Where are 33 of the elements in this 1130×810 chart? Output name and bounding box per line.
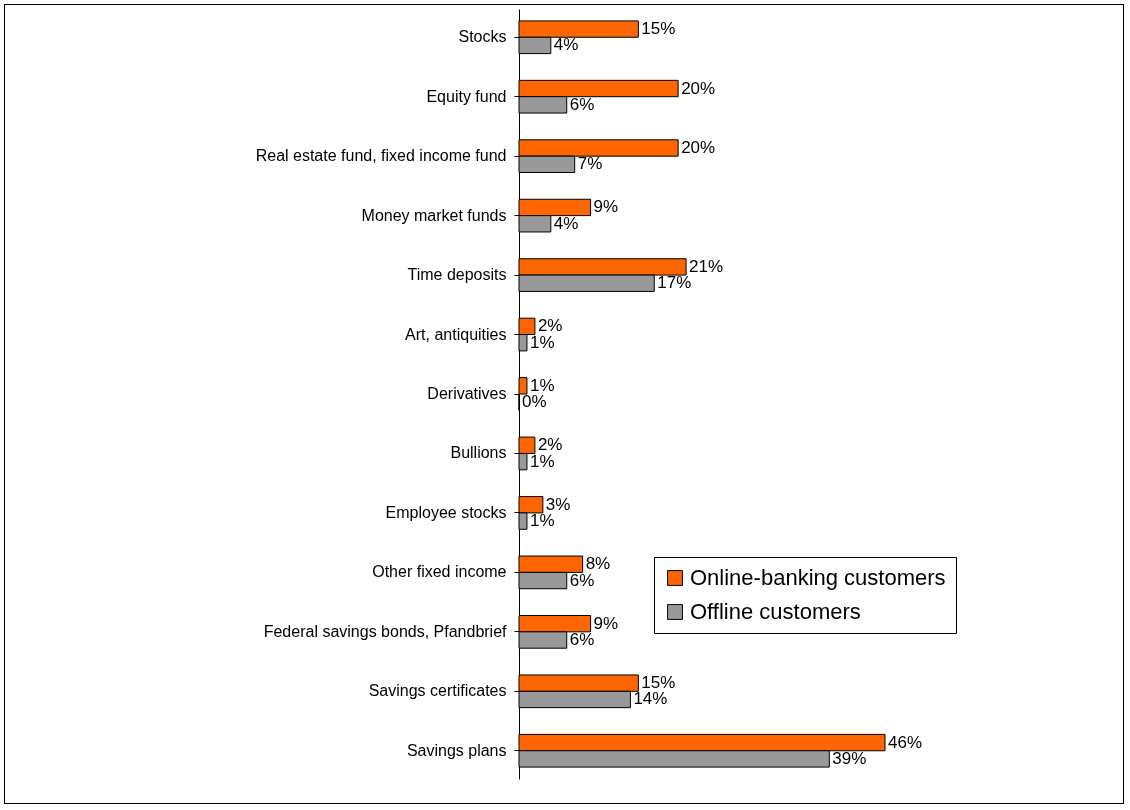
data-label: 1% xyxy=(529,375,555,395)
data-label: 1% xyxy=(529,511,555,531)
data-label: 9% xyxy=(593,613,619,633)
y-tick-label: Stocks xyxy=(458,28,507,46)
data-label: 6% xyxy=(569,94,595,114)
y-tick-label: Real estate fund, fixed income fund xyxy=(255,147,507,165)
y-tick-label: Derivatives xyxy=(427,385,507,402)
y-tick-label: Money market funds xyxy=(361,206,507,224)
data-label: 7% xyxy=(577,154,603,174)
y-tick-label: Savings certificates xyxy=(368,682,507,700)
y-tick-label: Bullions xyxy=(450,444,507,462)
y-tick-label: Equity fund xyxy=(426,87,507,105)
y-tick-label: Other fixed income xyxy=(372,563,507,581)
data-label: 39% xyxy=(832,748,867,768)
y-tick-label: Federal savings bonds, Pfandbrief xyxy=(263,622,508,640)
data-label: 15% xyxy=(641,19,676,39)
y-tick-label: Savings plans xyxy=(406,741,507,759)
data-label: 9% xyxy=(593,197,619,217)
legend-label: Online-banking customers xyxy=(690,565,946,590)
legend-label: Offline customers xyxy=(690,599,861,624)
data-label: 3% xyxy=(545,494,571,514)
data-label: 0% xyxy=(522,392,547,412)
data-label: 6% xyxy=(569,630,595,650)
y-tick-label: Employee stocks xyxy=(385,503,507,521)
data-label: 20% xyxy=(681,137,716,157)
data-label: 46% xyxy=(888,732,923,752)
data-label: 21% xyxy=(689,256,724,276)
data-label: 17% xyxy=(657,273,692,293)
data-label: 4% xyxy=(553,35,579,55)
y-tick-label: Art, antiquities xyxy=(405,325,507,343)
data-label: 20% xyxy=(681,78,716,98)
data-label: 4% xyxy=(553,213,579,233)
y-tick-label: Time deposits xyxy=(407,266,507,284)
